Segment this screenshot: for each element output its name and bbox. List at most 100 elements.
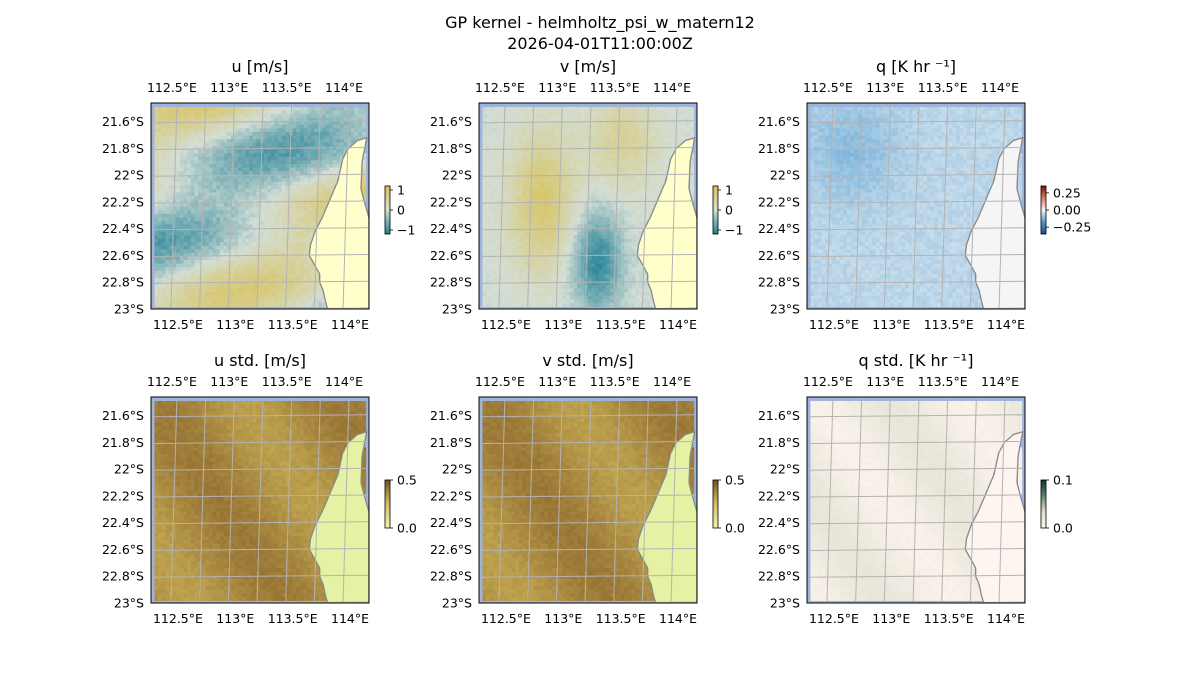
heatmap-cell [609,274,615,279]
heatmap-cell [289,217,294,222]
heatmap-cell [620,107,625,112]
heatmap-cell [165,117,170,122]
heatmap-cell [249,260,254,265]
heatmap-cell [179,249,185,254]
heatmap-cell [551,181,556,186]
heatmap-cell [205,149,210,154]
heatmap-cell [595,124,600,129]
heatmap-cell [223,174,228,179]
heatmap-cell [591,231,596,236]
heatmap-cell [190,260,196,265]
heatmap-cell [296,121,301,126]
heatmap-cell [245,292,250,297]
heatmap-cell [518,284,524,290]
heatmap-cell [292,206,297,211]
heatmap-cell [263,299,268,304]
heatmap-cell [223,117,228,122]
heatmap-cell [241,160,247,165]
heatmap-cell [198,203,203,208]
heatmap-cell [238,220,243,226]
heatmap-cell [296,295,301,300]
heatmap-cell [558,110,564,115]
heatmap-cell [219,110,225,115]
heatmap-cell [522,277,527,283]
heatmap-cell [303,217,308,222]
heatmap-cell [598,149,604,154]
heatmap-cell [332,160,338,165]
heatmap-cell [551,210,556,215]
heatmap-cell [154,267,159,272]
heatmap-cell [566,210,571,215]
heatmap-cell [580,185,585,190]
heatmap-cell [529,128,534,133]
heatmap-cell [584,178,589,183]
heatmap-cell [190,185,196,190]
heatmap-cell [537,242,542,247]
heatmap-cell [340,146,345,151]
heatmap-cell [270,156,276,161]
heatmap-cell [274,174,279,179]
heatmap-cell [238,252,243,258]
heatmap-cell [198,252,203,258]
heatmap-cell [588,110,593,115]
heatmap-cell [183,114,188,119]
heatmap-cell [161,249,166,254]
heatmap-cell [289,288,294,293]
heatmap-cell [486,160,491,165]
heatmap-cell [256,142,261,147]
heatmap-cell [307,288,312,293]
heatmap-cell [489,217,494,222]
heatmap-cell [216,131,221,137]
heatmap-cell [285,295,290,300]
heatmap-cell [219,267,225,272]
heatmap-cell [274,171,279,176]
heatmap-cell [154,288,159,293]
heatmap-cell [165,199,170,204]
heatmap-cell [245,228,250,233]
heatmap-cell [263,213,268,218]
heatmap-cell [270,277,276,283]
heatmap-cell [573,235,578,240]
heatmap-cell [361,131,367,137]
heatmap-cell [551,295,556,300]
heatmap-cell [573,178,578,183]
heatmap-cell [292,242,297,247]
heatmap-cell [176,267,181,272]
heatmap-cell [205,142,210,147]
heatmap-cell [537,270,542,275]
heatmap-cell [511,295,516,300]
heatmap-cell [227,210,232,215]
heatmap-cell [223,238,228,243]
heatmap-cell [172,220,177,226]
heatmap-cell [278,171,283,176]
heatmap-cell [529,124,534,129]
heatmap-cell [212,238,217,243]
heatmap-cell [318,195,323,201]
heatmap-cell [584,210,589,215]
heatmap-cell [613,295,618,300]
heatmap-cell [281,235,287,240]
heatmap-cell [547,167,553,172]
heatmap-cell [529,263,534,268]
heatmap-cell [256,124,261,129]
heatmap-cell [620,110,625,115]
heatmap-cell [270,302,276,307]
heatmap-cell [234,302,239,307]
heatmap-cell [183,203,188,208]
heatmap-cell [558,224,564,229]
heatmap-cell [515,263,520,268]
heatmap-cell [230,124,236,129]
heatmap-cell [234,281,239,286]
heatmap-cell [321,160,327,165]
heatmap-cell [216,235,221,240]
heatmap-cell [620,163,625,169]
heatmap-cell [260,277,265,283]
heatmap-cell [260,181,265,186]
heatmap-cell [486,153,491,158]
heatmap-cell [577,153,582,158]
heatmap-cell [562,235,567,240]
heatmap-cell [172,288,177,293]
heatmap-cell [245,160,250,165]
heatmap-cell [230,302,236,307]
